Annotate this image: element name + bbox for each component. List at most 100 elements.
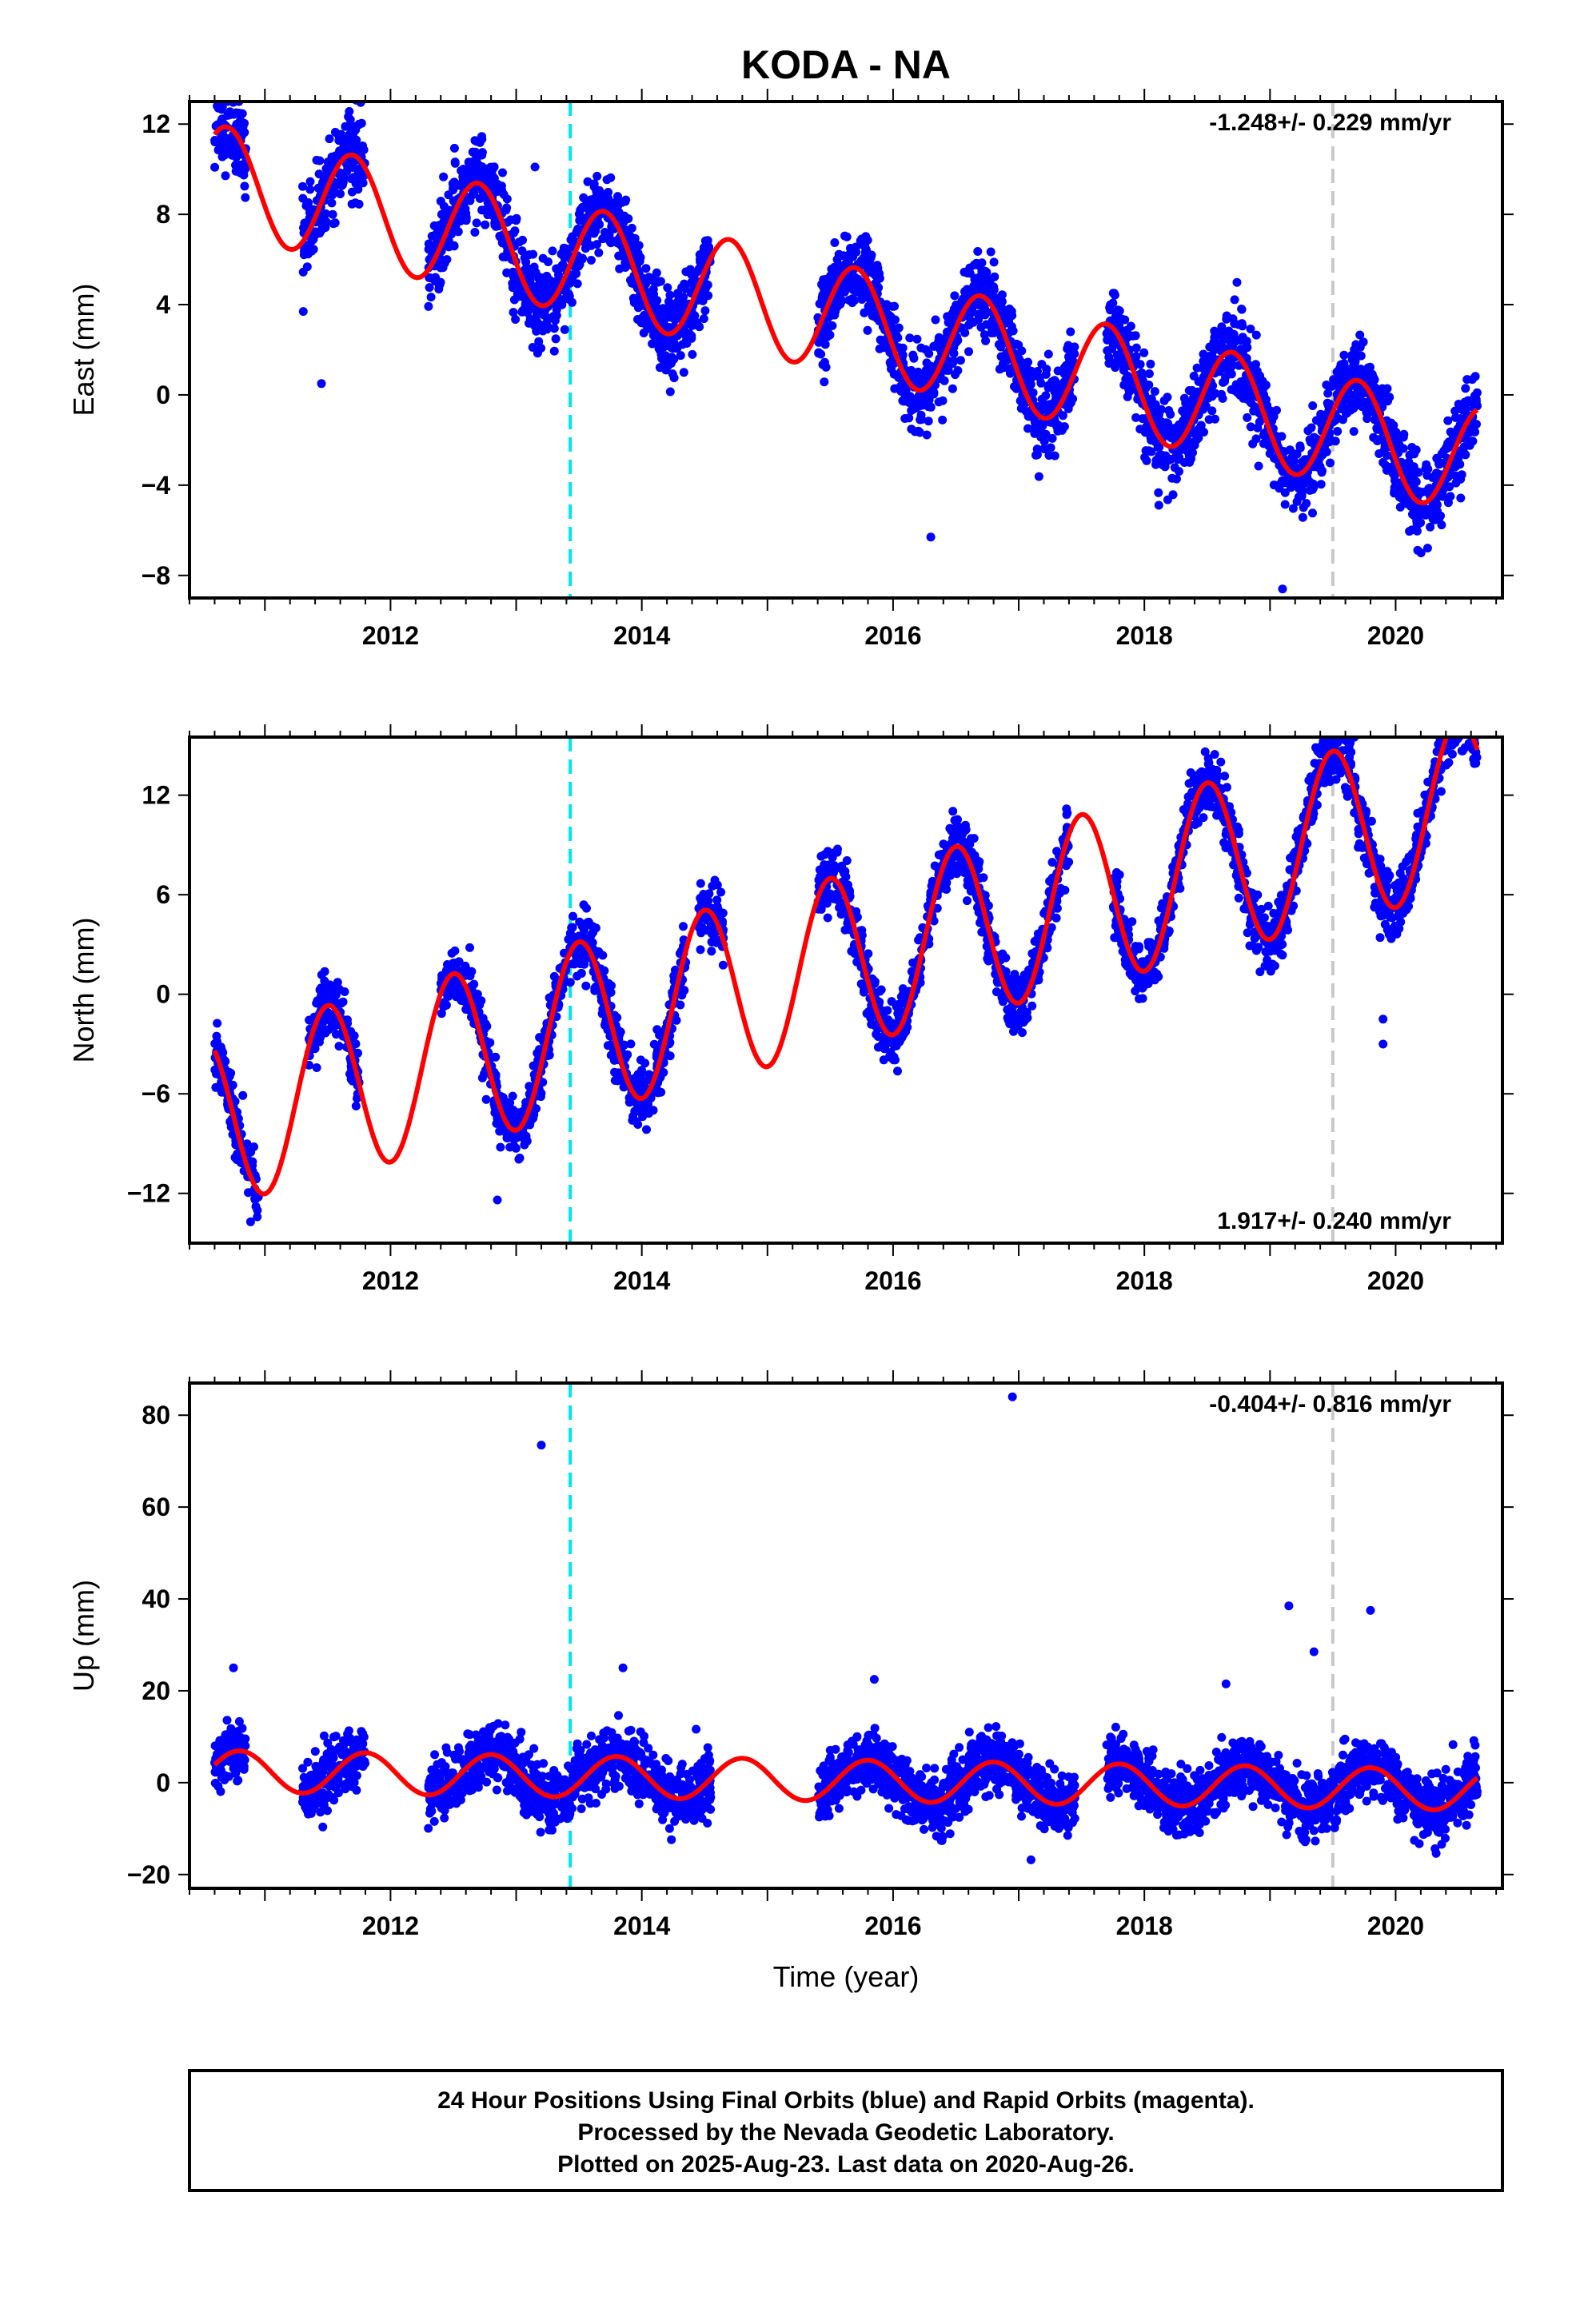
data-point [315,185,324,193]
data-point [932,316,940,325]
data-point [474,162,483,171]
data-point [1456,494,1465,503]
data-point [470,228,479,237]
data-point [1059,411,1067,420]
data-point [1472,395,1481,404]
data-point [1017,346,1026,355]
x-tick-label: 2016 [864,621,921,650]
data-point [606,173,615,182]
data-point [1142,446,1151,455]
data-point [1158,460,1167,469]
data-point [990,257,999,266]
data-point [514,1155,523,1164]
data-point [1195,377,1203,386]
data-point [680,285,689,293]
data-point [864,326,872,335]
data-point [1131,331,1140,340]
data-point [1382,451,1391,460]
data-point [1057,422,1066,431]
data-point [660,343,668,352]
data-point [561,325,569,334]
data-point [688,277,696,286]
data-point [948,385,957,393]
data-point [820,377,828,386]
data-point [939,397,948,405]
data-point [666,388,675,397]
data-point [611,1076,620,1085]
data-point [852,287,861,296]
data-point [1429,515,1438,524]
data-point [534,337,543,346]
data-point [574,259,583,268]
data-point [433,229,441,238]
data-point [1253,424,1262,433]
data-point [880,1055,888,1064]
data-point [427,293,436,301]
data-point [1163,496,1172,504]
data-point [464,969,473,978]
data-point [1353,385,1362,393]
data-point [424,302,433,311]
data-point [1350,427,1359,436]
data-point [1110,289,1119,297]
data-point [987,248,995,257]
data-point [611,200,620,209]
data-point [1051,452,1059,460]
data-point [924,349,933,358]
data-point [665,291,674,300]
data-point [1231,295,1239,304]
data-point [704,889,713,898]
data-point [696,251,704,260]
data-point [305,209,314,217]
y-tick-label: −8 [142,561,170,590]
data-point [1337,361,1346,369]
y-tick-label: 4 [156,290,170,319]
data-point [351,1039,360,1048]
data-point [307,237,316,245]
data-point [876,336,885,345]
data-point [848,298,856,307]
data-point [598,951,607,960]
data-point [1439,446,1448,455]
data-point [848,253,857,261]
data-point [673,289,682,297]
data-point [1307,438,1315,447]
data-point [563,245,572,253]
data-point [950,291,959,300]
data-point [830,238,839,247]
data-point [1307,424,1316,433]
data-point [982,320,991,329]
data-point [335,985,344,994]
data-point [496,233,505,241]
data-point [1143,456,1151,465]
data-point [1224,367,1233,376]
data-point [323,165,332,173]
data-point [876,274,884,283]
data-point [656,363,664,372]
data-point [632,1118,641,1126]
data-point [628,224,636,233]
figure-title: KODA - NA [741,42,951,87]
data-point [1424,484,1433,493]
data-point [590,987,599,995]
data-point [823,333,832,341]
data-point [234,109,243,118]
data-point [997,297,1006,305]
data-point [981,310,990,319]
data-point [640,1058,649,1067]
panel-frame [190,102,1502,598]
data-point [652,1025,661,1034]
data-point [710,929,719,938]
data-point [1362,368,1371,377]
data-point [997,353,1006,361]
data-point [1127,322,1135,331]
data-point [594,249,603,257]
data-point [642,1125,651,1134]
data-point [938,416,947,425]
data-point [1199,357,1207,365]
data-point [1147,433,1155,442]
data-point [920,391,928,400]
data-point [1048,434,1057,443]
data-point [249,1142,258,1151]
